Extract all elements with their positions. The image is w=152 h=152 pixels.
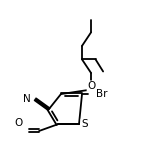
Text: Br: Br bbox=[96, 89, 108, 99]
Text: S: S bbox=[81, 119, 88, 129]
Text: O: O bbox=[87, 81, 95, 91]
Text: O: O bbox=[14, 118, 22, 128]
Text: N: N bbox=[23, 94, 31, 104]
